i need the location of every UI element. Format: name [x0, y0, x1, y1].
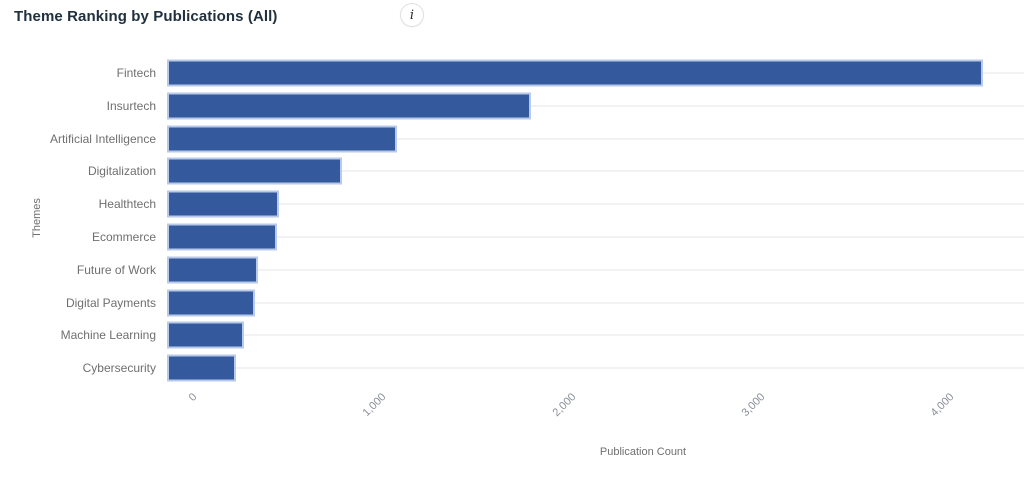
chart-row: Digital Payments [0, 286, 1024, 319]
bar-digital-payments[interactable] [167, 289, 255, 317]
chart-row: Future of Work [0, 253, 1024, 286]
bar-fintech[interactable] [167, 59, 983, 87]
x-tick-label: 2,000 [550, 391, 579, 419]
gridline [167, 334, 1024, 337]
chart-row: Fintech [0, 57, 1024, 90]
bar-machine-learning[interactable] [167, 321, 244, 349]
category-label: Future of Work [76, 262, 156, 277]
bar-digitalization[interactable] [167, 157, 343, 185]
chart-row: Digitalization [0, 155, 1024, 188]
chart-row: Healthtech [0, 188, 1024, 221]
x-tick-label: 0 [186, 391, 200, 404]
x-tick-label: 1,000 [360, 391, 389, 419]
chart-row: Artificial Intelligence [0, 122, 1024, 155]
gridline [167, 268, 1024, 271]
category-label: Digitalization [87, 164, 156, 179]
bar-artificial-intelligence[interactable] [167, 125, 397, 153]
gridline [167, 301, 1024, 304]
chart-row: Cybersecurity [0, 352, 1024, 385]
info-icon-glyph: i [409, 7, 415, 23]
category-label: Cybersecurity [82, 361, 156, 376]
gridline [167, 367, 1024, 370]
gridline [167, 104, 1024, 107]
gridline [167, 170, 1024, 173]
x-tick-label: 4,000 [928, 391, 957, 419]
gridline [167, 235, 1024, 238]
chart-row: Machine Learning [0, 319, 1024, 352]
category-label: Healthtech [98, 197, 156, 212]
bar-cybersecurity[interactable] [167, 354, 237, 382]
bar-ecommerce[interactable] [167, 223, 277, 251]
bar-future-of-work[interactable] [167, 256, 258, 284]
x-axis-title: Publication Count [599, 446, 687, 458]
gridline [167, 203, 1024, 206]
bar-insurtech[interactable] [167, 92, 532, 120]
category-label: Ecommerce [91, 229, 156, 244]
category-label: Fintech [116, 65, 156, 80]
category-label: Artificial Intelligence [49, 131, 156, 146]
category-label: Insurtech [106, 98, 156, 113]
category-label: Digital Payments [65, 295, 156, 310]
gridline [167, 137, 1024, 140]
category-label: Machine Learning [60, 328, 156, 343]
chart-row: Ecommerce [0, 221, 1024, 254]
chart-row: Insurtech [0, 89, 1024, 122]
info-icon[interactable]: i [400, 3, 424, 27]
bar-healthtech[interactable] [167, 190, 279, 218]
page-title: Theme Ranking by Publications (All) [14, 8, 278, 25]
x-tick-label: 3,000 [739, 391, 768, 419]
